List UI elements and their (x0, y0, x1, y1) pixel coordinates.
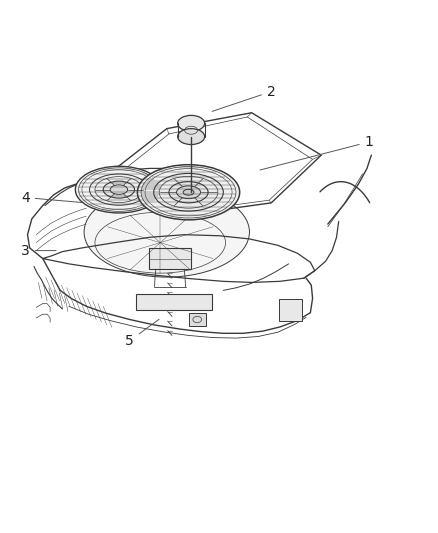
Ellipse shape (169, 182, 208, 203)
Bar (136, 294, 212, 310)
Ellipse shape (138, 165, 240, 220)
Text: 3: 3 (21, 244, 56, 257)
Ellipse shape (183, 189, 194, 195)
Bar (182, 303, 190, 308)
Bar (279, 300, 302, 320)
Ellipse shape (178, 128, 205, 144)
Text: 2: 2 (212, 85, 276, 111)
Bar (149, 248, 191, 269)
Ellipse shape (177, 186, 201, 199)
Ellipse shape (164, 259, 175, 265)
Ellipse shape (154, 173, 223, 211)
Bar (169, 303, 177, 308)
Ellipse shape (178, 115, 205, 131)
Ellipse shape (84, 187, 250, 277)
Bar (143, 303, 151, 308)
Ellipse shape (110, 185, 127, 195)
Bar (188, 313, 206, 326)
Bar (195, 303, 203, 308)
Text: 5: 5 (125, 319, 159, 348)
Text: 1: 1 (260, 135, 374, 170)
Bar (156, 303, 164, 308)
Ellipse shape (75, 166, 162, 213)
Text: 4: 4 (21, 191, 82, 205)
Ellipse shape (103, 181, 134, 198)
Ellipse shape (89, 174, 148, 205)
